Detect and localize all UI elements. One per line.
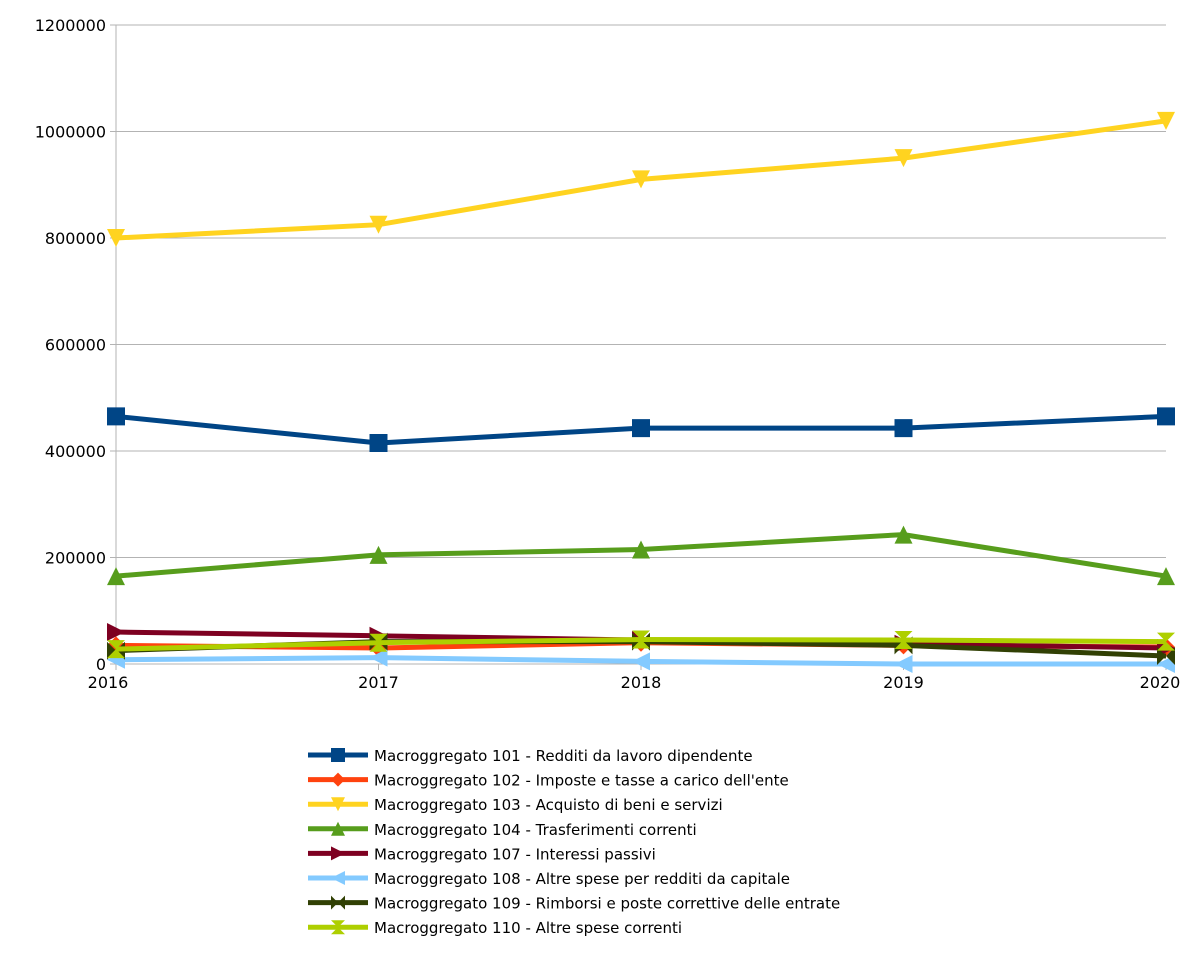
legend-swatch-marker (331, 895, 345, 910)
axes (115, 25, 1167, 670)
legend-entry: Macroggregato 103 - Acquisto di beni e s… (308, 796, 723, 814)
x-tick-label: 2019 (883, 673, 924, 692)
data-point (632, 540, 650, 559)
y-axis-ticks: 0 200000 400000 600000 800000 1000000 1200000 (35, 16, 106, 674)
legend-swatch-marker (331, 846, 345, 861)
x-tick-label: 2016 (88, 673, 129, 692)
data-point (632, 630, 650, 649)
data-point (1157, 647, 1175, 666)
data-point (632, 170, 650, 189)
data-point (1157, 111, 1175, 130)
data-point (369, 633, 388, 652)
series-group (107, 111, 1175, 673)
data-point (369, 215, 388, 234)
grid-lines (110, 24, 1166, 665)
legend-entry: Macroggregato 107 - Interessi passivi (308, 845, 656, 863)
legend-label: Macroggregato 104 - Trasferimenti corren… (374, 821, 697, 839)
data-point (1157, 567, 1175, 586)
data-point (107, 640, 125, 659)
legend-label: Macroggregato 103 - Acquisto di beni e s… (374, 796, 723, 814)
y-tick-label: 1200000 (35, 16, 106, 35)
legend: Macroggregato 101 - Redditi da lavoro di… (308, 747, 840, 937)
data-point (369, 545, 388, 564)
legend-swatch-marker (331, 821, 345, 836)
legend-entry: Macroggregato 109 - Rimborsi e poste cor… (308, 895, 840, 913)
series-3 (107, 111, 1175, 247)
data-point (107, 623, 125, 642)
legend-label: Macroggregato 101 - Redditi da lavoro di… (374, 747, 753, 765)
data-point (894, 525, 913, 544)
data-point (107, 567, 125, 586)
data-point (894, 655, 913, 673)
legend-entry: Macroggregato 108 - Altre spese per redd… (308, 870, 790, 888)
data-point (369, 434, 388, 453)
legend-label: Macroggregato 110 - Altre spese correnti (374, 919, 682, 937)
legend-entry: Macroggregato 110 - Altre spese correnti (308, 919, 682, 937)
data-point (894, 419, 913, 438)
data-point (107, 229, 125, 247)
legend-entry: Macroggregato 104 - Trasferimenti corren… (308, 821, 697, 839)
y-tick-label: 400000 (45, 442, 106, 461)
data-point (894, 149, 913, 168)
data-point (1157, 407, 1175, 426)
y-tick-label: 200000 (45, 549, 106, 568)
y-tick-label: 600000 (45, 336, 106, 355)
legend-entry: Macroggregato 101 - Redditi da lavoro di… (308, 747, 753, 765)
legend-label: Macroggregato 109 - Rimborsi e poste cor… (374, 895, 840, 913)
series-1 (107, 407, 1175, 453)
legend-label: Macroggregato 108 - Altre spese per redd… (374, 870, 790, 888)
x-tick-label: 2017 (358, 673, 399, 692)
y-tick-label: 1000000 (35, 123, 106, 142)
data-point (1157, 632, 1175, 651)
legend-swatch-marker (331, 920, 345, 935)
data-point (369, 648, 388, 667)
y-tick-label: 800000 (45, 229, 106, 248)
legend-label: Macroggregato 102 - Imposte e tasse a ca… (374, 772, 789, 790)
data-point (894, 631, 913, 650)
data-point (632, 419, 650, 438)
x-axis-ticks: 2016 2017 2018 2019 2020 (88, 673, 1181, 692)
x-tick-label: 2018 (621, 673, 662, 692)
x-tick-label: 2020 (1140, 673, 1181, 692)
series-4 (107, 525, 1175, 586)
legend-swatch-marker (331, 748, 345, 762)
data-point (107, 407, 125, 426)
series-6 (107, 648, 1175, 673)
legend-label: Macroggregato 107 - Interessi passivi (374, 845, 656, 863)
series-8 (107, 630, 1175, 659)
data-point (632, 652, 650, 671)
y-tick-label: 0 (96, 655, 106, 674)
legend-swatch-marker (331, 871, 345, 885)
legend-entry: Macroggregato 102 - Imposte e tasse a ca… (308, 772, 789, 790)
legend-swatch-marker (331, 772, 345, 787)
legend-swatch-marker (331, 797, 345, 812)
